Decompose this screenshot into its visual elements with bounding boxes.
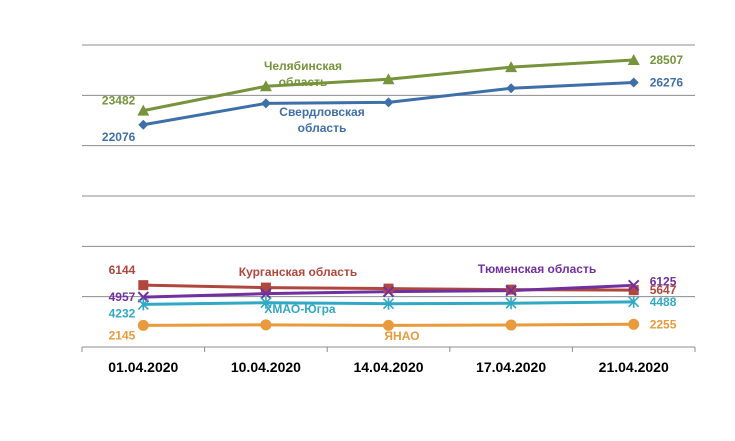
series-annotation: Курганская область xyxy=(239,265,357,279)
series-annotations: Челябинская область Свердловская область Кур… xyxy=(239,59,596,343)
data-point-marker xyxy=(383,283,394,294)
data-label-last: 5647 xyxy=(650,283,677,297)
data-point-marker xyxy=(137,104,150,116)
series-annotation: область xyxy=(279,75,328,89)
data-point-marker xyxy=(627,279,640,292)
data-point-marker xyxy=(382,73,395,85)
data-point-marker xyxy=(137,298,149,311)
data-point-marker xyxy=(505,297,517,310)
data-label-first: 4232 xyxy=(109,306,136,320)
series-annotation: область xyxy=(298,121,347,135)
gridlines xyxy=(82,44,695,298)
data-labels: 23482 28507 22076 26276 6144 5647 4957 6125 4232… xyxy=(102,53,683,342)
series-markers xyxy=(137,54,640,331)
x-tick-label: 21.04.2020 xyxy=(599,359,669,375)
data-point-marker xyxy=(383,97,394,108)
data-point-marker xyxy=(505,319,517,331)
data-point-marker xyxy=(627,54,640,66)
series-annotation: ХМАО-Югра xyxy=(264,302,336,316)
data-point-marker xyxy=(383,319,394,331)
data-label-first: 2145 xyxy=(109,328,136,342)
x-tick-labels: 01.04.2020 10.04.2020 14.04.2020 17.04.2020… xyxy=(108,359,669,375)
data-point-marker xyxy=(628,77,639,88)
data-label-last: 6125 xyxy=(650,274,677,288)
data-point-marker xyxy=(138,280,149,291)
data-label-last: 2255 xyxy=(650,317,677,331)
x-tick-label: 01.04.2020 xyxy=(108,359,178,375)
data-point-marker xyxy=(382,297,395,310)
data-label-last: 4488 xyxy=(650,295,677,309)
x-tick-label: 17.04.2020 xyxy=(476,359,546,375)
data-label-first: 23482 xyxy=(102,94,136,108)
data-point-marker xyxy=(505,284,517,297)
data-point-marker xyxy=(260,98,271,109)
data-point-marker xyxy=(505,61,518,73)
series-annotation: ЯНАО xyxy=(384,329,419,343)
data-point-marker xyxy=(138,119,149,130)
data-point-marker xyxy=(260,296,272,309)
data-point-marker xyxy=(628,285,639,296)
data-point-marker xyxy=(260,287,272,300)
data-label-first: 4957 xyxy=(109,290,136,304)
series-annotation: Тюменская область xyxy=(478,262,596,276)
series-annotation: Челябинская xyxy=(264,59,342,73)
data-point-marker xyxy=(260,319,272,331)
data-label-first: 6144 xyxy=(109,263,136,277)
x-tick-label: 10.04.2020 xyxy=(231,359,301,375)
data-point-marker xyxy=(259,80,272,92)
data-label-first: 22076 xyxy=(102,130,136,144)
data-point-marker xyxy=(260,282,271,293)
data-point-marker xyxy=(628,295,640,308)
data-point-marker xyxy=(382,285,395,298)
data-label-last: 28507 xyxy=(650,53,684,67)
data-point-marker xyxy=(506,83,517,94)
series-annotation: Свердловская xyxy=(279,105,364,119)
data-point-marker xyxy=(137,319,149,331)
data-point-marker xyxy=(628,318,640,330)
data-label-last: 26276 xyxy=(650,75,684,89)
x-tick-label: 14.04.2020 xyxy=(353,359,423,375)
x-axis xyxy=(81,346,696,352)
